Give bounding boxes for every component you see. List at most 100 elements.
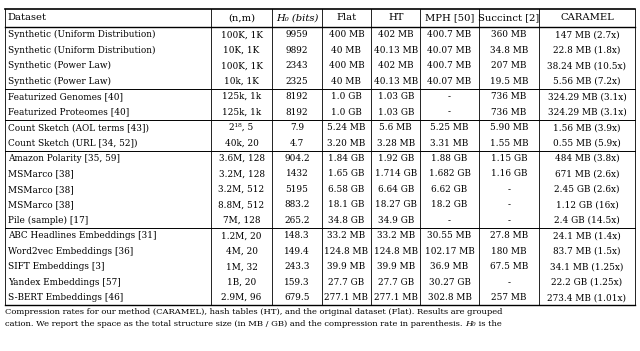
- Text: 257 MB: 257 MB: [491, 293, 527, 302]
- Text: 40.13 MB: 40.13 MB: [374, 46, 418, 55]
- Text: 38.24 MB (10.5x): 38.24 MB (10.5x): [547, 61, 627, 70]
- Text: 159.3: 159.3: [284, 278, 310, 287]
- Text: -: -: [448, 92, 451, 101]
- Text: cation. We report the space as the total structure size (in MB / GB) and the com: cation. We report the space as the total…: [5, 320, 465, 327]
- Text: 1.92 GB: 1.92 GB: [378, 154, 414, 163]
- Text: Compression rates for our method (CARAMEL), hash tables (HT), and the original d: Compression rates for our method (CARAME…: [5, 308, 502, 316]
- Text: 4M, 20: 4M, 20: [225, 247, 257, 256]
- Text: 1B, 20: 1B, 20: [227, 278, 256, 287]
- Text: 207 MB: 207 MB: [491, 61, 527, 70]
- Text: 2.9M, 96: 2.9M, 96: [221, 293, 262, 302]
- Text: 24.1 MB (1.4x): 24.1 MB (1.4x): [553, 231, 621, 240]
- Text: Count Sketch (URL [34, 52]): Count Sketch (URL [34, 52]): [8, 139, 137, 147]
- Text: 39.9 MB: 39.9 MB: [327, 262, 365, 271]
- Text: 40.07 MB: 40.07 MB: [428, 77, 472, 86]
- Text: H₀ (bits): H₀ (bits): [276, 13, 318, 22]
- Text: 18.2 GB: 18.2 GB: [431, 200, 468, 209]
- Text: 400.7 MB: 400.7 MB: [428, 61, 472, 70]
- Text: 40.07 MB: 40.07 MB: [428, 46, 472, 55]
- Text: 484 MB (3.8x): 484 MB (3.8x): [555, 154, 620, 163]
- Text: 34.8 MB: 34.8 MB: [490, 46, 528, 55]
- Text: Featurized Proteomes [40]: Featurized Proteomes [40]: [8, 107, 129, 117]
- Text: 904.2: 904.2: [284, 154, 310, 163]
- Text: 2325: 2325: [285, 77, 308, 86]
- Text: 3.20 MB: 3.20 MB: [327, 139, 365, 147]
- Text: 671 MB (2.6x): 671 MB (2.6x): [555, 170, 619, 178]
- Text: 1.682 GB: 1.682 GB: [429, 170, 470, 178]
- Text: 22.8 MB (1.8x): 22.8 MB (1.8x): [553, 46, 621, 55]
- Text: Pile (sample) [17]: Pile (sample) [17]: [8, 216, 88, 225]
- Text: MSMarco [38]: MSMarco [38]: [8, 185, 74, 194]
- Text: Count Sketch (AOL terms [43]): Count Sketch (AOL terms [43]): [8, 123, 148, 132]
- Text: 1.2M, 20: 1.2M, 20: [221, 231, 262, 240]
- Text: -: -: [448, 216, 451, 225]
- Text: 402 MB: 402 MB: [378, 61, 413, 70]
- Text: 1.56 MB (3.9x): 1.56 MB (3.9x): [553, 123, 621, 132]
- Text: 8.8M, 512: 8.8M, 512: [218, 200, 264, 209]
- Text: 27.8 MB: 27.8 MB: [490, 231, 528, 240]
- Text: SIFT Embeddings [3]: SIFT Embeddings [3]: [8, 262, 104, 271]
- Text: 7M, 128: 7M, 128: [223, 216, 260, 225]
- Text: 30.27 GB: 30.27 GB: [429, 278, 470, 287]
- Text: 3.2M, 128: 3.2M, 128: [218, 170, 264, 178]
- Text: 124.8 MB: 124.8 MB: [374, 247, 418, 256]
- Text: 100K, 1K: 100K, 1K: [221, 30, 262, 39]
- Text: 273.4 MB (1.01x): 273.4 MB (1.01x): [547, 293, 627, 302]
- Text: CARAMEL: CARAMEL: [560, 13, 614, 22]
- Text: 5.25 MB: 5.25 MB: [430, 123, 468, 132]
- Text: Dataset: Dataset: [8, 13, 47, 22]
- Text: ABC Headlines Embeddings [31]: ABC Headlines Embeddings [31]: [8, 231, 156, 240]
- Text: 0.55 MB (5.9x): 0.55 MB (5.9x): [553, 139, 621, 147]
- Text: 67.5 MB: 67.5 MB: [490, 262, 528, 271]
- Text: Yandex Embeddings [57]: Yandex Embeddings [57]: [8, 278, 120, 287]
- Text: 6.62 GB: 6.62 GB: [431, 185, 468, 194]
- Text: 148.3: 148.3: [284, 231, 310, 240]
- Text: MSMarco [38]: MSMarco [38]: [8, 170, 74, 178]
- Text: 265.2: 265.2: [284, 216, 310, 225]
- Text: 33.2 MB: 33.2 MB: [327, 231, 365, 240]
- Text: 5.56 MB (7.2x): 5.56 MB (7.2x): [553, 77, 621, 86]
- Text: HT: HT: [388, 13, 403, 22]
- Text: 324.29 MB (3.1x): 324.29 MB (3.1x): [548, 107, 627, 117]
- Text: 22.2 GB (1.25x): 22.2 GB (1.25x): [551, 278, 623, 287]
- Text: MSMarco [38]: MSMarco [38]: [8, 200, 74, 209]
- Text: 27.7 GB: 27.7 GB: [378, 278, 414, 287]
- Text: 5.90 MB: 5.90 MB: [490, 123, 528, 132]
- Text: 1.12 GB (16x): 1.12 GB (16x): [556, 200, 618, 209]
- Text: S-BERT Embeddings [46]: S-BERT Embeddings [46]: [8, 293, 123, 302]
- Text: 8192: 8192: [285, 92, 308, 101]
- Text: 3.31 MB: 3.31 MB: [430, 139, 468, 147]
- Text: 102.17 MB: 102.17 MB: [425, 247, 474, 256]
- Text: 9892: 9892: [286, 46, 308, 55]
- Text: 180 MB: 180 MB: [491, 247, 527, 256]
- Text: (n,m): (n,m): [228, 13, 255, 22]
- Text: 5195: 5195: [285, 185, 308, 194]
- Text: 27.7 GB: 27.7 GB: [328, 278, 364, 287]
- Text: 9959: 9959: [285, 30, 308, 39]
- Text: 736 MB: 736 MB: [491, 92, 527, 101]
- Text: 18.1 GB: 18.1 GB: [328, 200, 365, 209]
- Text: 19.5 MB: 19.5 MB: [490, 77, 528, 86]
- Text: 83.7 MB (1.5x): 83.7 MB (1.5x): [553, 247, 621, 256]
- Text: 1.03 GB: 1.03 GB: [378, 107, 414, 117]
- Text: 400 MB: 400 MB: [328, 30, 364, 39]
- Text: 5.24 MB: 5.24 MB: [327, 123, 365, 132]
- Text: 34.9 GB: 34.9 GB: [378, 216, 414, 225]
- Text: 1.15 GB: 1.15 GB: [490, 154, 527, 163]
- Text: Word2vec Embeddings [36]: Word2vec Embeddings [36]: [8, 247, 133, 256]
- Text: 2343: 2343: [285, 61, 308, 70]
- Text: 1.0 GB: 1.0 GB: [331, 107, 362, 117]
- Text: 277.1 MB: 277.1 MB: [374, 293, 418, 302]
- Text: -: -: [508, 278, 510, 287]
- Text: 3.2M, 512: 3.2M, 512: [218, 185, 264, 194]
- Text: 33.2 MB: 33.2 MB: [377, 231, 415, 240]
- Text: Flat: Flat: [337, 13, 356, 22]
- Text: 40 MB: 40 MB: [332, 46, 362, 55]
- Text: Synthetic (Power Law): Synthetic (Power Law): [8, 61, 111, 70]
- Text: H₀: H₀: [465, 320, 476, 327]
- Text: is the: is the: [476, 320, 502, 327]
- Text: 30.55 MB: 30.55 MB: [428, 231, 472, 240]
- Text: 125k, 1k: 125k, 1k: [222, 92, 261, 101]
- Text: -: -: [448, 107, 451, 117]
- Text: 149.4: 149.4: [284, 247, 310, 256]
